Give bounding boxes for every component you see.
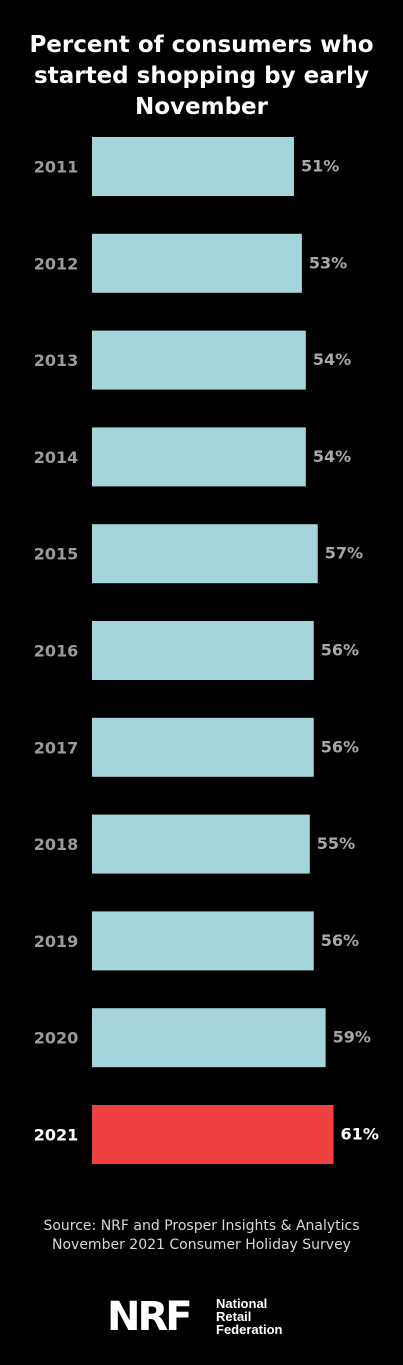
bar-2018 (92, 814, 310, 874)
source-note: Source: NRF and Prosper Insights & Analy… (43, 1218, 360, 1253)
bar-chart: 2011 51% 2012 53% 2013 54% 2014 54% 2015 57% 2016 5… (34, 137, 379, 1164)
category-label-2018: 2018 (34, 835, 79, 854)
category-label-2011: 2011 (34, 158, 79, 177)
value-label-2020: 59% (333, 1028, 371, 1047)
bar-2017 (92, 717, 314, 777)
bar-2016 (92, 621, 314, 680)
value-label-2012: 53% (309, 253, 347, 272)
category-label-2014: 2014 (34, 448, 79, 467)
category-label-2012: 2012 (34, 254, 79, 273)
category-label-2021: 2021 (34, 1126, 79, 1145)
category-label-2017: 2017 (34, 738, 79, 757)
bar-2014 (92, 427, 306, 487)
bar-2021 (92, 1105, 334, 1164)
bar-2019 (92, 911, 314, 971)
logo-line-retail: Retail (216, 1309, 252, 1324)
bar-2020 (92, 1008, 326, 1068)
category-label-2020: 2020 (34, 1029, 79, 1048)
logo-line-national: National (216, 1296, 268, 1311)
value-label-2016: 56% (321, 641, 359, 660)
category-label-2013: 2013 (34, 351, 79, 370)
chart-title: Percent of consumers who started shoppin… (29, 32, 374, 120)
nrf-logo: NRF National Retail Federation (107, 1295, 307, 1339)
category-label-2015: 2015 (34, 545, 79, 564)
value-label-2015: 57% (325, 544, 363, 563)
value-label-2018: 55% (317, 834, 355, 853)
bar-2015 (92, 524, 318, 584)
value-label-2011: 51% (301, 157, 339, 176)
value-label-2013: 54% (313, 350, 351, 369)
value-label-2019: 56% (321, 931, 359, 950)
nrf-logo-mark: NRF (107, 1294, 193, 1340)
value-label-2021: 61% (341, 1125, 379, 1144)
bar-2011 (92, 137, 294, 196)
category-label-2019: 2019 (34, 932, 79, 951)
nrf-logo-wordmark: National Retail Federation (216, 1297, 282, 1336)
value-label-2014: 54% (313, 447, 351, 466)
logo-line-federation: Federation (216, 1322, 283, 1337)
category-label-2016: 2016 (34, 642, 79, 661)
bar-2012 (92, 233, 302, 293)
value-label-2017: 56% (321, 737, 359, 756)
bar-2013 (92, 330, 306, 390)
